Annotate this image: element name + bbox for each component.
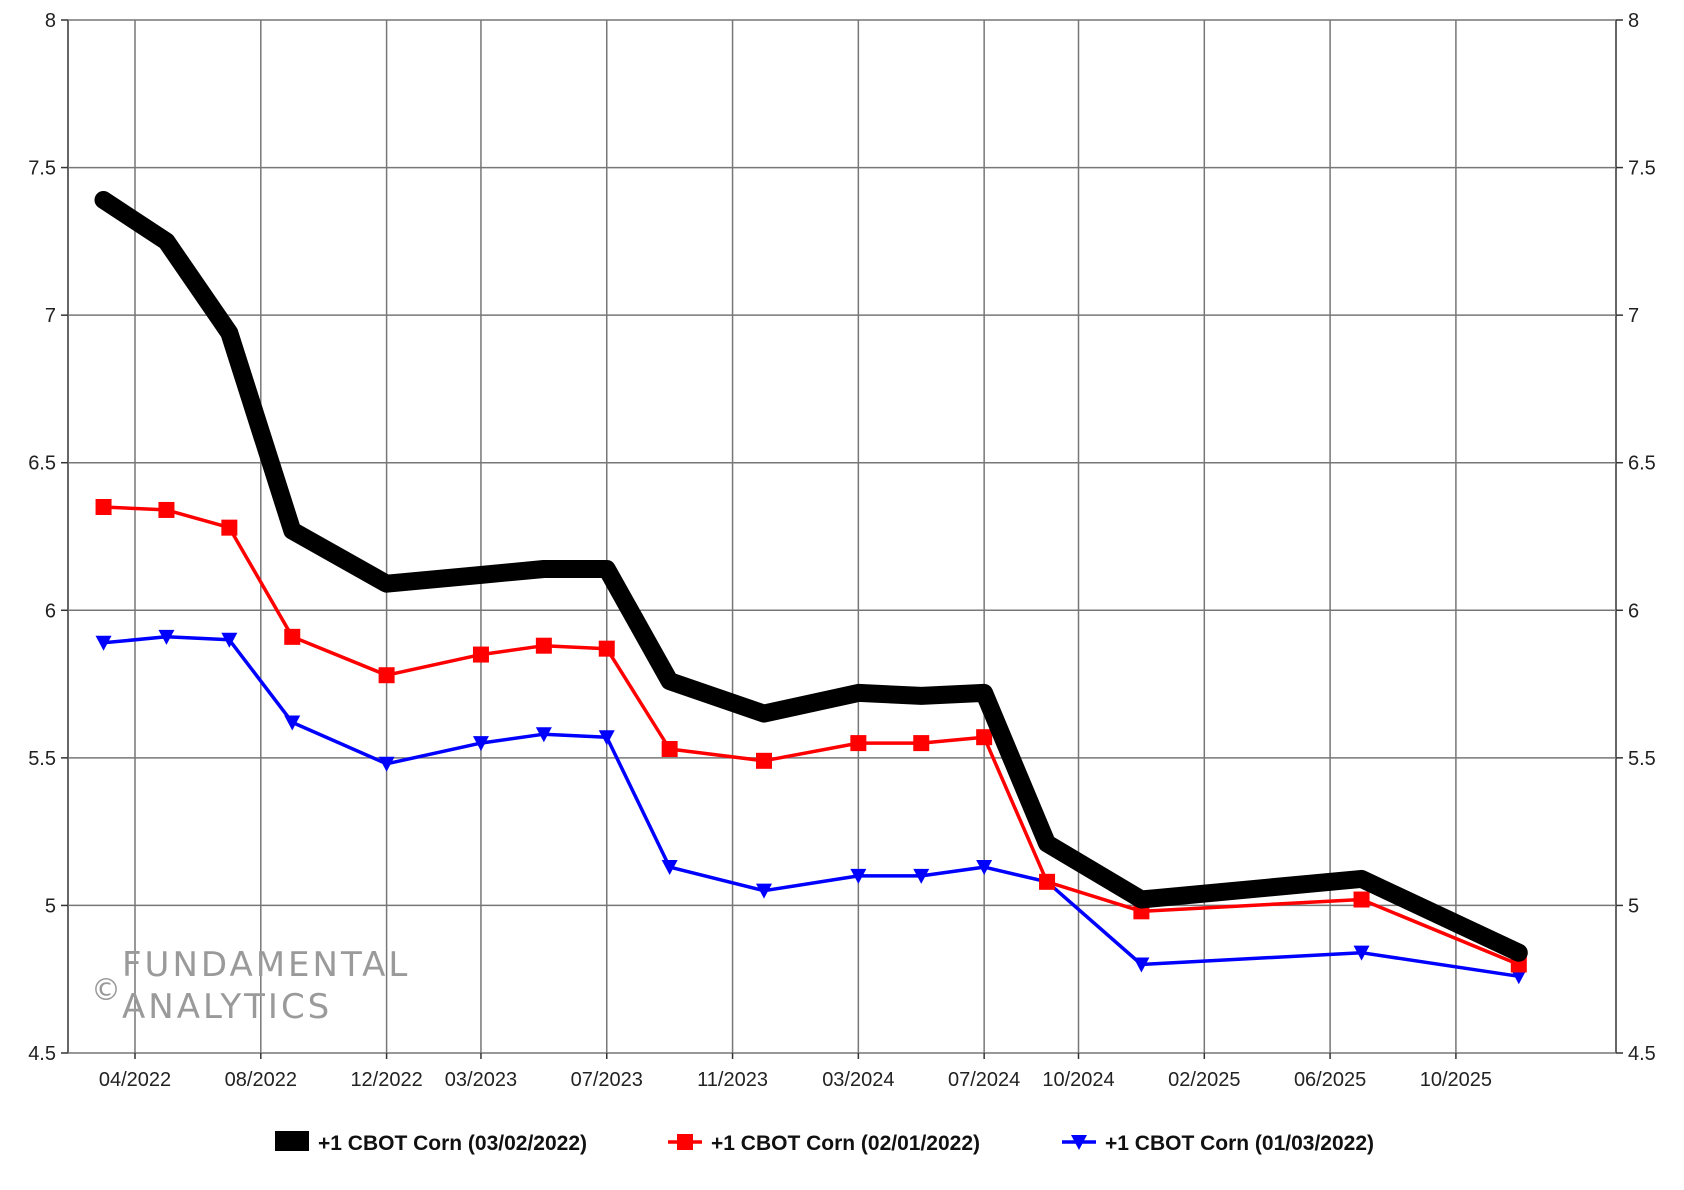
- x-tick-label: 02/2025: [1168, 1069, 1240, 1091]
- data-point-square: [661, 741, 678, 758]
- legend-item-1: +1 CBOT Corn (03/02/2022): [275, 1131, 587, 1155]
- data-point-triangle: [284, 715, 301, 731]
- x-tick-label: 10/2024: [1042, 1069, 1114, 1091]
- right-y-axis: 4.5 5 5.5 6 6.5 7 7.5 8: [1616, 10, 1656, 1065]
- data-point-square: [756, 752, 772, 769]
- y-tick-label-left: 7: [45, 305, 56, 327]
- data-point-square: [976, 729, 993, 746]
- data-point-triangle: [661, 860, 678, 876]
- y-tick-label-right: 7.5: [1628, 158, 1656, 180]
- x-tick-label: 10/2025: [1420, 1069, 1492, 1091]
- series-line: [101, 635, 1521, 979]
- y-tick-label-left: 6: [45, 600, 56, 622]
- left-y-axis: 4.5 5 5.5 6 6.5 7 7.5 8: [28, 10, 68, 1065]
- watermark-line2: ANALYTICS: [122, 987, 332, 1027]
- x-tick-label: 06/2025: [1294, 1069, 1366, 1091]
- y-tick-label-right: 7: [1628, 305, 1639, 327]
- legend-label: +1 CBOT Corn (02/01/2022): [711, 1132, 980, 1155]
- legend-item-2: +1 CBOT Corn (02/01/2022): [668, 1132, 980, 1155]
- series-3: [95, 629, 1527, 985]
- watermark-line1: FUNDAMENTAL: [122, 945, 410, 985]
- data-point-triangle: [598, 730, 615, 746]
- series-line: [94, 191, 1528, 962]
- data-point-square: [535, 637, 552, 654]
- grid: [67, 19, 1617, 1054]
- data-point-square: [850, 735, 867, 752]
- data-point-square: [598, 640, 615, 657]
- data-point-triangle: [1353, 945, 1370, 961]
- data-point-triangle: [756, 883, 772, 899]
- y-tick-label-right: 8: [1628, 10, 1639, 32]
- data-point-square: [95, 498, 112, 515]
- legend-label: +1 CBOT Corn (03/02/2022): [318, 1132, 587, 1155]
- data-point-triangle: [472, 736, 489, 752]
- watermark: © FUNDAMENTAL ANALYTICS: [91, 945, 410, 1027]
- x-tick-label: 07/2023: [571, 1069, 643, 1091]
- data-point-square: [378, 667, 395, 684]
- x-tick-label: 08/2022: [225, 1069, 297, 1091]
- data-point-triangle: [1133, 957, 1150, 973]
- data-point-square: [1353, 891, 1370, 908]
- data-point-triangle: [95, 635, 112, 651]
- x-axis: 04/2022 08/2022 12/2022 03/2023 07/2023 11/20…: [99, 1053, 1492, 1091]
- legend-marker-square: [677, 1134, 693, 1150]
- data-point-triangle: [158, 629, 175, 645]
- x-tick-label: 11/2023: [697, 1069, 768, 1091]
- x-tick-label: 03/2024: [822, 1069, 894, 1091]
- y-tick-label-right: 6: [1628, 600, 1639, 622]
- legend: +1 CBOT Corn (03/02/2022) +1 CBOT Corn (0…: [275, 1131, 1374, 1155]
- y-tick-label-left: 7.5: [28, 158, 56, 180]
- data-point-square: [221, 519, 238, 536]
- data-point-triangle: [535, 727, 552, 743]
- legend-swatch: [275, 1131, 309, 1151]
- y-tick-label-right: 5.5: [1628, 748, 1656, 770]
- data-point-triangle: [221, 632, 238, 648]
- series: [94, 191, 1528, 985]
- watermark-symbol: ©: [91, 973, 124, 1008]
- y-tick-label-right: 4.5: [1628, 1043, 1656, 1065]
- y-tick-label-left: 5: [45, 895, 56, 917]
- data-point-triangle: [378, 756, 395, 772]
- data-point-triangle: [913, 868, 930, 884]
- data-point-square: [472, 646, 489, 663]
- series-line: [101, 505, 1521, 967]
- y-tick-label-right: 6.5: [1628, 453, 1656, 475]
- x-tick-label: 04/2022: [99, 1069, 171, 1091]
- data-point-square: [1039, 873, 1056, 890]
- y-tick-label-right: 5: [1628, 895, 1639, 917]
- legend-marker-triangle: [1071, 1135, 1087, 1150]
- series-2: [95, 498, 1527, 973]
- data-point-square: [158, 501, 175, 518]
- y-tick-label-left: 8: [45, 10, 56, 32]
- y-tick-label-left: 6.5: [28, 453, 56, 475]
- legend-item-3: +1 CBOT Corn (01/03/2022): [1062, 1132, 1374, 1155]
- data-point-square: [913, 735, 930, 752]
- x-tick-label: 12/2022: [350, 1069, 422, 1091]
- data-point-triangle: [1510, 969, 1527, 985]
- data-point-triangle: [976, 860, 993, 876]
- y-tick-label-left: 4.5: [28, 1043, 56, 1065]
- data-point-square: [284, 628, 301, 645]
- data-point-triangle: [850, 868, 867, 884]
- x-tick-label: 03/2023: [445, 1069, 517, 1091]
- x-tick-label: 07/2024: [948, 1069, 1020, 1091]
- y-tick-label-left: 5.5: [28, 748, 56, 770]
- legend-label: +1 CBOT Corn (01/03/2022): [1105, 1132, 1374, 1155]
- series-1: [94, 191, 1528, 962]
